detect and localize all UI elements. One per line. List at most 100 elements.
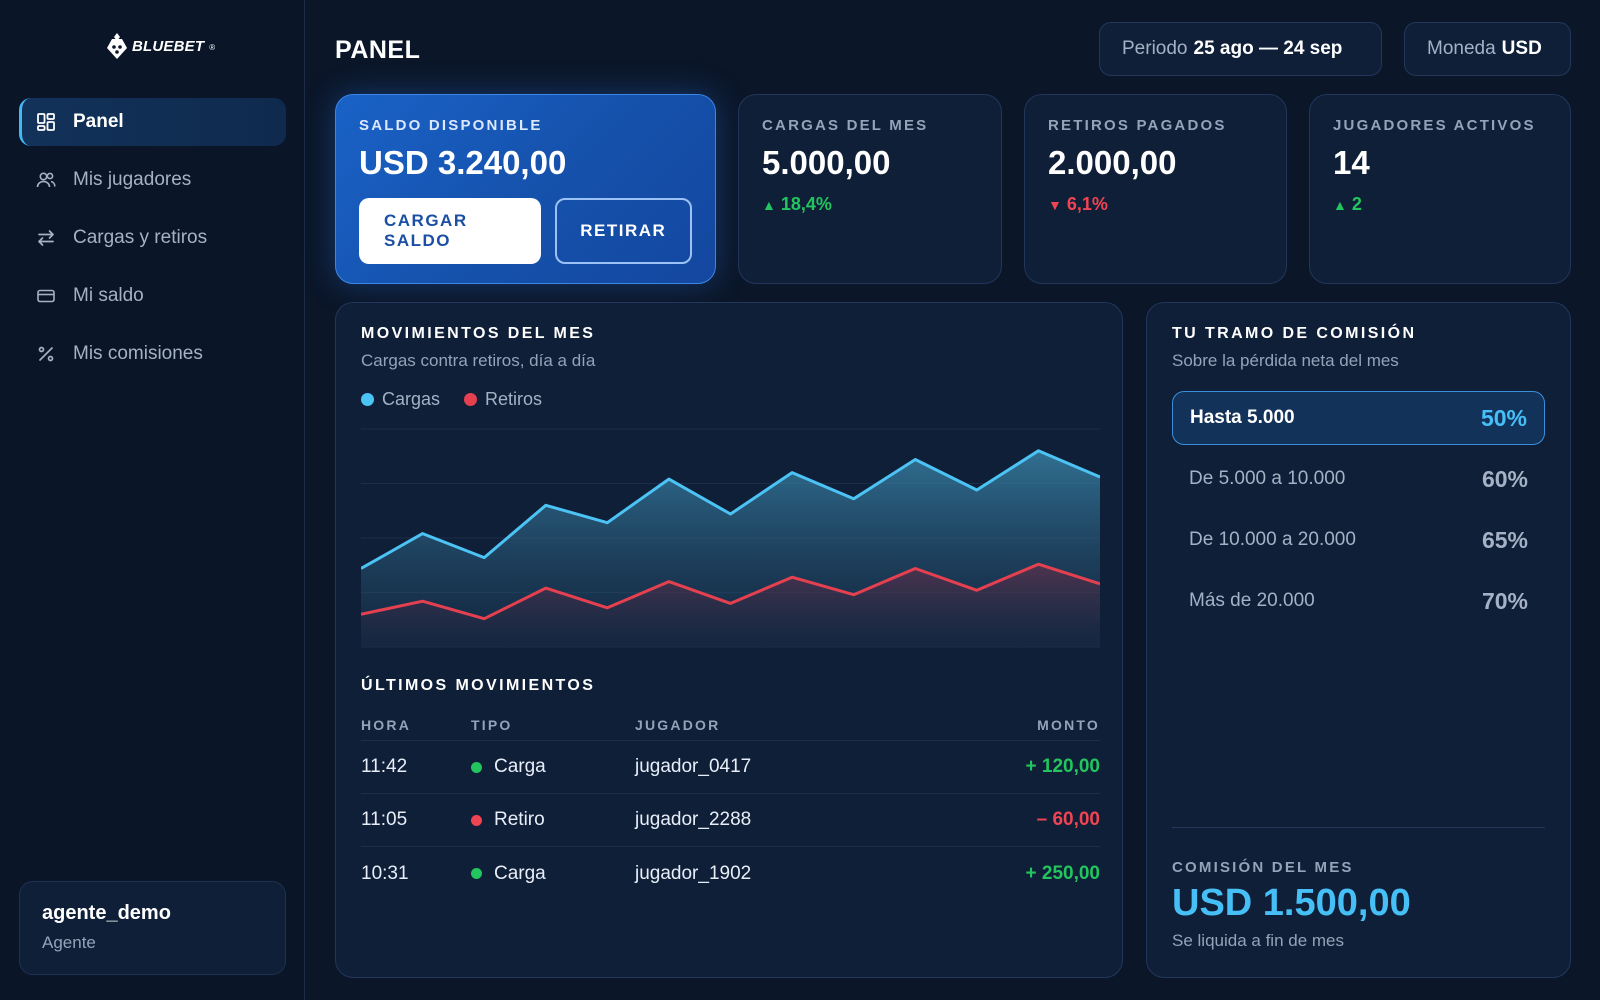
row-amount: + 120,00 [1025,756,1101,777]
balance-label: SALDO DISPONIBLE [359,117,543,134]
recent-movements-table: HORA TIPO JUGADOR MONTO 11:42 Carga juga… [361,709,1100,900]
sidebar-item-label: Panel [73,111,124,132]
commission-tier[interactable]: De 10.000 a 20.000 65% [1172,513,1545,567]
tier-range: Hasta 5.000 [1190,407,1295,428]
active-players-kpi-card: JUGADORES ACTIVOS 14 ▲ 2 [1309,94,1571,284]
row-type-label: Carga [494,862,546,884]
players-label: JUGADORES ACTIVOS [1333,117,1536,134]
table-row[interactable]: 10:31 Carga jugador_1902 + 250,00 [361,847,1100,900]
row-time: 11:05 [361,809,408,830]
table-row[interactable]: 11:42 Carga jugador_0417 + 120,00 [361,741,1100,794]
row-amount: – 60,00 [1036,809,1100,830]
commission-tier[interactable]: De 5.000 a 10.000 60% [1172,452,1545,506]
balance-value: USD 3.240,00 [359,144,567,181]
legend-dot-loads [361,393,374,406]
user-profile-card[interactable]: agente_demo Agente [19,881,286,975]
sidebar-item-loads-withdrawals[interactable]: Cargas y retiros [19,214,286,262]
tier-range: Más de 20.000 [1189,590,1315,611]
currency-value: USD [1501,38,1542,59]
tier-percentage: 70% [1481,587,1528,614]
brand-registered-mark: ® [209,43,216,52]
chart-lines [361,449,1100,621]
sidebar-item-commissions[interactable]: Mis comisiones [19,330,286,378]
column-header-type: TIPO [471,716,513,733]
monthly-commission-label: COMISIÓN DEL MES [1172,859,1354,876]
balance-card: SALDO DISPONIBLE USD 3.240,00 CARGAR SAL… [335,94,716,284]
legend-label-withdrawals: Retiros [485,389,543,409]
sidebar-nav: Panel Mis jugadores Cargas y retiros Mi … [19,98,286,388]
user-role: Agente [42,933,96,952]
players-delta-value: 2 [1351,194,1362,214]
period-value: 25 ago — 24 sep [1193,38,1343,59]
table-row[interactable]: 11:05 Retiro jugador_2288 – 60,00 [361,794,1100,847]
row-type: Carga [471,756,635,778]
sidebar-item-balance[interactable]: Mi saldo [19,272,286,320]
brand-logo[interactable]: BLUEBET ® [106,30,215,62]
row-player: jugador_1902 [635,862,752,884]
column-header-time: HORA [361,716,412,733]
trend-up-icon: ▲ [1333,196,1347,213]
status-dot-load [471,761,482,773]
players-delta: ▲ 2 [1333,194,1547,215]
loads-value: 5.000,00 [762,144,891,181]
players-value: 14 [1333,144,1370,181]
divider [1172,827,1545,828]
monthly-commission-note: Se liquida a fin de mes [1172,931,1344,950]
transfer-icon [35,227,57,249]
loads-delta-value: 18,4% [780,194,832,214]
withdraw-button[interactable]: RETIRAR [554,198,692,264]
sidebar-item-players[interactable]: Mis jugadores [19,156,286,204]
load-balance-button[interactable]: CARGAR SALDO [359,198,541,264]
commission-tier[interactable]: Más de 20.000 70% [1172,574,1545,628]
legend-item-withdrawals: Retiros [464,389,542,410]
recent-movements-title: ÚLTIMOS MOVIMIENTOS [361,677,596,694]
row-type: Carga [471,863,635,885]
movements-chart [361,428,1100,648]
card-icon [35,285,57,307]
commission-subtitle: Sobre la pérdida neta del mes [1172,351,1399,370]
tier-range: De 5.000 a 10.000 [1189,468,1346,489]
movements-card: MOVIMIENTOS DEL MES Cargas contra retiro… [335,302,1123,978]
row-type-label: Retiro [494,809,545,830]
legend-dot-withdrawals [464,393,478,406]
movements-title: MOVIMIENTOS DEL MES [361,325,596,342]
status-dot-load [471,868,482,879]
movements-subtitle: Cargas contra retiros, día a día [361,351,596,370]
balance-actions: CARGAR SALDO RETIRAR [359,198,692,264]
users-icon [35,169,57,191]
row-player: jugador_2288 [635,809,752,830]
legend-label-loads: Cargas [382,389,441,409]
column-header-player: JUGADOR [635,716,721,733]
currency-label: Moneda [1427,38,1496,59]
commission-title: TU TRAMO DE COMISIÓN [1172,325,1417,342]
chart-areas [361,450,1100,647]
monthly-commission: COMISIÓN DEL MES USD 1.500,00 Se liquida… [1172,859,1411,951]
row-time: 11:42 [361,756,408,777]
status-dot-withdrawal [471,814,482,826]
period-selector[interactable]: Periodo 25 ago — 24 sep [1099,22,1382,76]
legend-item-loads: Cargas [361,389,440,410]
sidebar-item-panel[interactable]: Panel [19,98,286,146]
sidebar-item-label: Mis jugadores [73,169,192,190]
brand-name: BLUEBET [132,37,205,55]
commission-tier-active[interactable]: Hasta 5.000 50% [1172,391,1545,445]
loads-kpi-card: CARGAS DEL MES 5.000,00 ▲ 18,4% [738,94,1002,284]
row-time: 10:31 [361,862,409,884]
tier-percentage: 50% [1480,404,1527,431]
sidebar-item-label: Cargas y retiros [73,227,208,248]
sidebar-item-label: Mi saldo [73,285,144,306]
period-label: Periodo [1122,38,1188,59]
loads-delta: ▲ 18,4% [762,194,978,215]
series-line-withdrawals [361,562,1100,621]
column-header-amount: MONTO [1037,716,1100,733]
currency-selector[interactable]: Moneda USD [1404,22,1571,76]
page-title: PANEL [335,36,421,64]
series-area-withdrawals [361,564,1100,647]
user-name: agente_demo [42,902,171,924]
loads-label: CARGAS DEL MES [762,117,929,134]
row-player: jugador_0417 [635,756,752,777]
row-amount: + 250,00 [1025,862,1101,884]
tier-percentage: 60% [1481,465,1528,492]
series-line-loads [361,449,1100,570]
trend-up-icon: ▲ [762,196,776,213]
